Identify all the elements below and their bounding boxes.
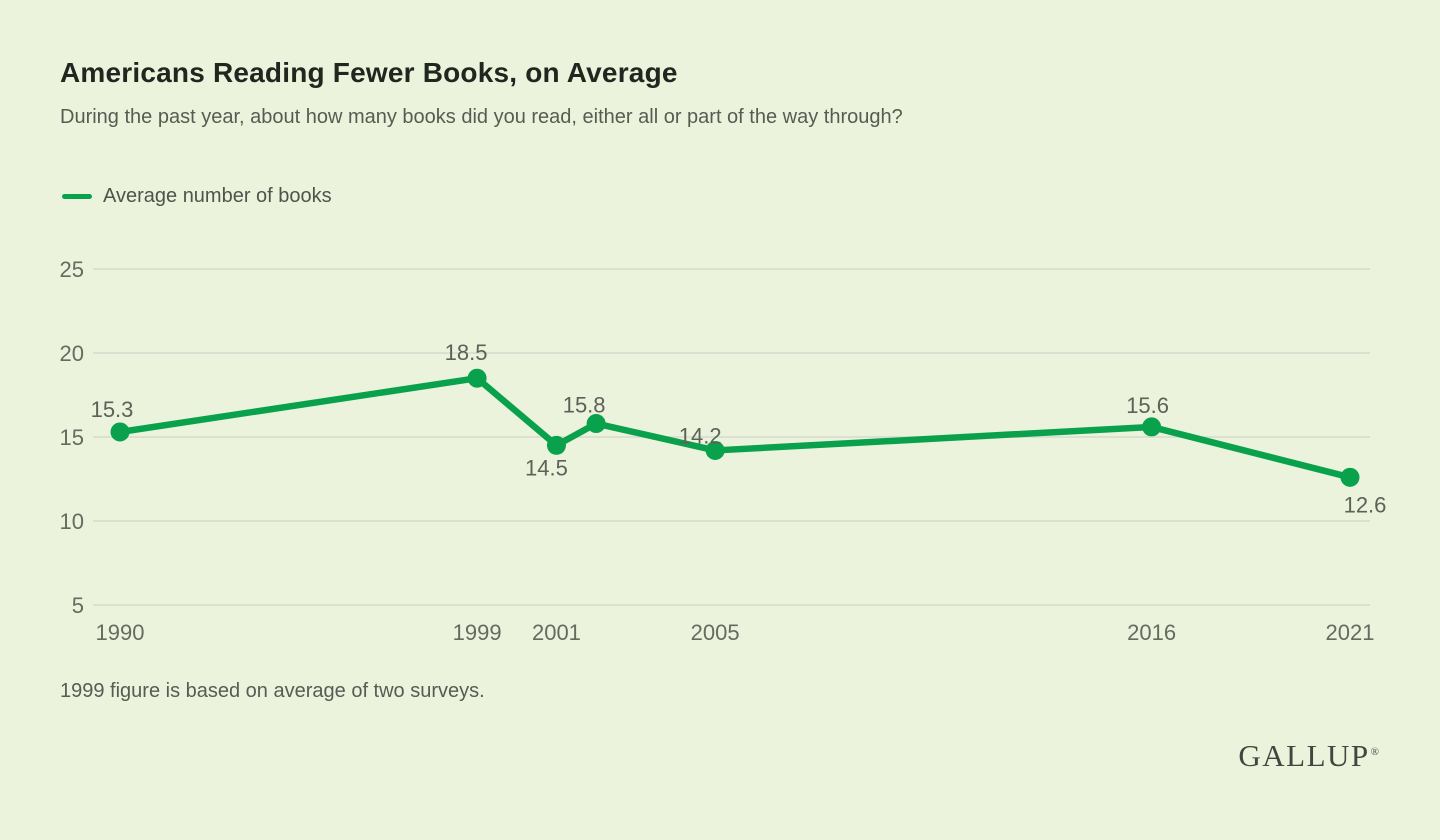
registered-mark: ® xyxy=(1370,745,1379,758)
data-point xyxy=(586,414,606,434)
legend-label: Average number of books xyxy=(103,184,332,207)
y-axis-tick-label: 5 xyxy=(72,593,84,618)
data-point xyxy=(110,422,130,442)
legend-line-swatch xyxy=(62,193,92,199)
gallup-logo: GALLUP® xyxy=(1238,738,1379,774)
x-axis-tick-label: 2021 xyxy=(1326,620,1375,645)
x-axis-tick-label: 1999 xyxy=(453,620,502,645)
data-point-label: 15.3 xyxy=(91,397,134,422)
y-axis-tick-label: 20 xyxy=(60,341,84,366)
data-point-label: 14.5 xyxy=(525,455,568,480)
data-point-label: 12.6 xyxy=(1344,492,1387,517)
data-point-label: 14.2 xyxy=(679,423,722,448)
x-axis-tick-label: 2016 xyxy=(1127,620,1176,645)
y-axis-tick-label: 25 xyxy=(60,257,84,282)
x-axis-tick-label: 2005 xyxy=(691,620,740,645)
data-point xyxy=(546,435,566,455)
data-point-label: 15.6 xyxy=(1126,393,1169,418)
data-point xyxy=(467,368,487,388)
chart-footnote: 1999 figure is based on average of two s… xyxy=(60,680,485,702)
y-axis-tick-label: 10 xyxy=(60,509,84,534)
x-axis-tick-label: 2001 xyxy=(532,620,581,645)
data-point-label: 18.5 xyxy=(445,340,488,365)
gallup-logo-text: GALLUP xyxy=(1238,738,1370,773)
data-point xyxy=(705,440,725,460)
data-point-label: 15.8 xyxy=(563,393,606,418)
data-point xyxy=(1142,417,1162,437)
legend: Average number of books xyxy=(62,184,332,208)
x-axis-tick-label: 1990 xyxy=(96,620,145,645)
chart-subtitle: During the past year, about how many boo… xyxy=(60,106,903,128)
data-point xyxy=(1340,467,1360,487)
page-title: Americans Reading Fewer Books, on Averag… xyxy=(60,57,678,88)
y-axis-tick-label: 15 xyxy=(60,425,84,450)
